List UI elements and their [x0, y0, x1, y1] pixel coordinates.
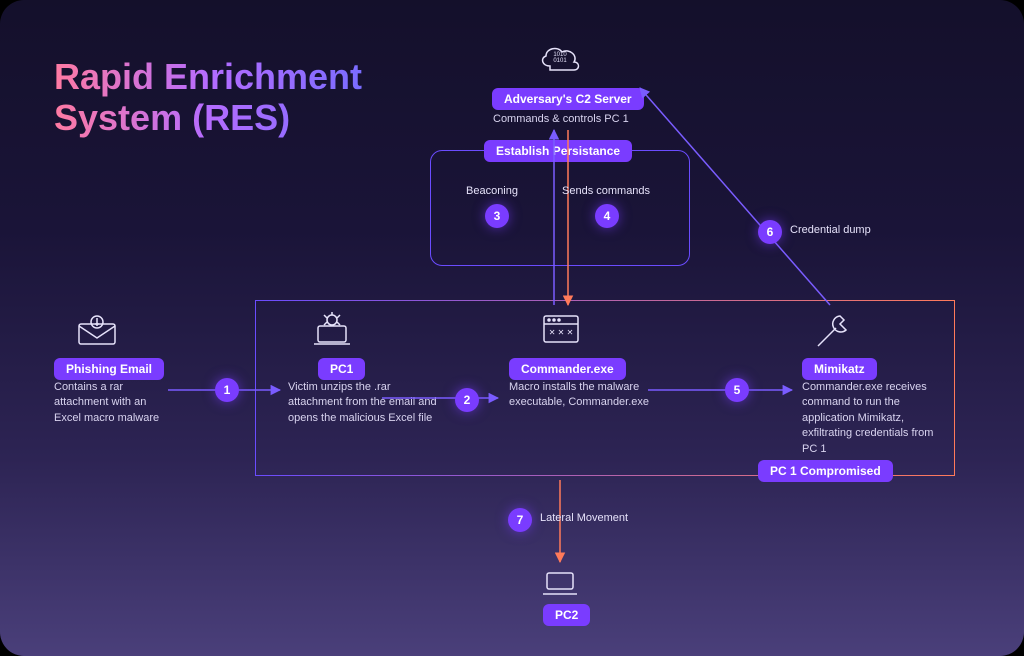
badge-pc1: PC1	[318, 358, 365, 380]
badge-commander: Commander.exe	[509, 358, 626, 380]
cloud-binary-icon: 1010 0101	[536, 44, 584, 80]
badge-mimikatz: Mimikatz	[802, 358, 877, 380]
laptop-icon	[540, 570, 580, 598]
step-7: 7	[508, 508, 532, 532]
svg-text:0101: 0101	[553, 58, 567, 64]
mail-phish-icon	[75, 312, 119, 348]
desc-commander: Macro installs the malware executable, C…	[509, 380, 659, 411]
step-4-label: Sends commands	[562, 185, 650, 197]
container-persistence	[430, 150, 690, 266]
step-4: 4	[595, 204, 619, 228]
desc-c2: Commands & controls PC 1	[493, 112, 629, 127]
step-6: 6	[758, 220, 782, 244]
step-5: 5	[725, 378, 749, 402]
page-title: Rapid Enrichment System (RES)	[54, 56, 362, 139]
wrench-icon	[810, 310, 852, 352]
desc-pc1: Victim unzips the .rar attachment from t…	[288, 380, 438, 426]
badge-c2: Adversary's C2 Server	[492, 88, 644, 110]
title-line2: System (RES)	[54, 97, 290, 138]
desc-phish: Contains a rar attachment with an Excel …	[54, 380, 174, 426]
title-line1: Rapid Enrichment	[54, 56, 362, 97]
diagram-canvas: Rapid Enrichment System (RES) PC 1 Compr…	[0, 0, 1024, 656]
badge-phish: Phishing Email	[54, 358, 164, 380]
step-3-label: Beaconing	[466, 185, 518, 197]
badge-pc2: PC2	[543, 604, 590, 626]
step-1: 1	[215, 378, 239, 402]
step-3: 3	[485, 204, 509, 228]
step-2: 2	[455, 388, 479, 412]
desc-mimikatz: Commander.exe receives command to run th…	[802, 380, 942, 457]
svg-text:✕ ✕ ✕: ✕ ✕ ✕	[549, 328, 574, 337]
step-6-label: Credential dump	[790, 224, 871, 236]
step-7-label: Lateral Movement	[540, 512, 628, 524]
laptop-bug-icon	[310, 312, 354, 348]
badge-persistence: Establish Persistance	[484, 140, 632, 162]
badge-compromised: PC 1 Compromised	[758, 460, 893, 482]
window-stars-icon: ✕ ✕ ✕	[538, 310, 584, 348]
